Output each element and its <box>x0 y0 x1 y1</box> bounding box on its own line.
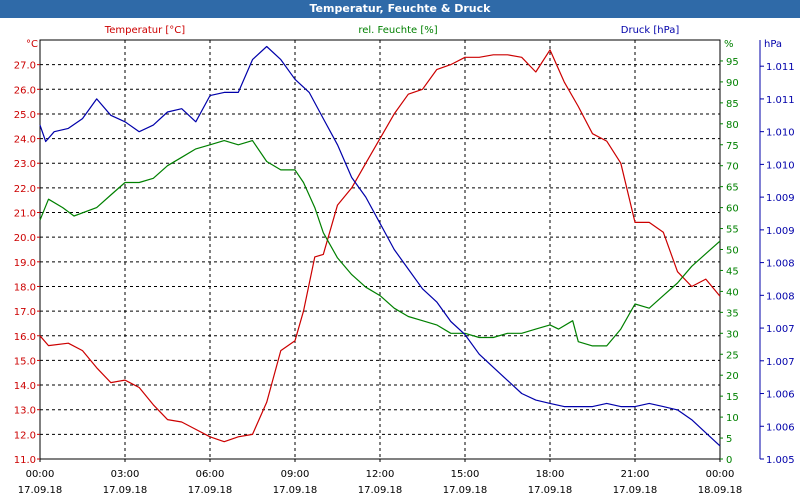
y-tick-label-temperature: 17.0 <box>14 307 36 318</box>
y-tick-label-temperature: 12.0 <box>14 430 36 441</box>
x-tick-date: 17.09.18 <box>443 485 488 496</box>
y-tick-label-temperature: 25.0 <box>14 110 36 121</box>
y-tick-label-pressure: 1.007 <box>766 357 795 368</box>
y-tick-label-humidity: 75 <box>726 141 739 152</box>
y-tick-label-temperature: 24.0 <box>14 135 36 146</box>
axis-unit-pressure: hPa <box>764 39 782 50</box>
y-tick-label-temperature: 20.0 <box>14 233 36 244</box>
series-layer <box>39 45 721 447</box>
y-tick-label-humidity: 35 <box>726 308 739 319</box>
y-tick-label-humidity: 95 <box>726 57 739 68</box>
y-tick-label-temperature: 14.0 <box>14 381 36 392</box>
y-tick-label-temperature: 15.0 <box>14 356 36 367</box>
x-tick-time: 21:00 <box>621 469 650 480</box>
x-tick-date: 17.09.18 <box>273 485 318 496</box>
y-tick-label-temperature: 22.0 <box>14 184 36 195</box>
y-tick-label-temperature: 11.0 <box>14 455 36 466</box>
x-tick-date: 18.09.18 <box>698 485 743 496</box>
y-tick-label-humidity: 60 <box>726 204 739 215</box>
y-tick-label-humidity: 50 <box>726 246 739 257</box>
y-tick-label-humidity: 0 <box>726 455 732 466</box>
y-tick-label-humidity: 15 <box>726 392 739 403</box>
y-tick-label-temperature: 26.0 <box>14 85 36 96</box>
legend-humidity: rel. Feuchte [%] <box>358 25 437 36</box>
legend-temperature: Temperatur [°C] <box>104 25 185 36</box>
y-tick-label-humidity: 45 <box>726 266 739 277</box>
pressure-line <box>39 45 721 447</box>
y-tick-label-humidity: 55 <box>726 225 739 236</box>
y-tick-label-humidity: 70 <box>726 162 739 173</box>
y-tick-label-pressure: 1.011 <box>766 62 795 73</box>
x-tick-date: 17.09.18 <box>188 485 233 496</box>
x-tick-time: 00:00 <box>26 469 55 480</box>
y-tick-label-pressure: 1.006 <box>766 422 795 433</box>
y-tick-label-temperature: 23.0 <box>14 159 36 170</box>
x-tick-date: 17.09.18 <box>613 485 658 496</box>
x-tick-time: 12:00 <box>366 469 395 480</box>
x-tick-time: 00:00 <box>706 469 735 480</box>
y-tick-label-humidity: 40 <box>726 287 739 298</box>
temperature-line <box>39 49 721 443</box>
window-title: Temperatur, Feuchte & Druck <box>0 0 800 18</box>
y-tick-label-pressure: 1.005 <box>766 455 795 466</box>
x-tick-date: 17.09.18 <box>358 485 403 496</box>
y-tick-label-pressure: 1.008 <box>766 291 795 302</box>
x-tick-time: 09:00 <box>281 469 310 480</box>
y-tick-label-temperature: 21.0 <box>14 209 36 220</box>
y-tick-label-temperature: 18.0 <box>14 282 36 293</box>
y-tick-label-humidity: 5 <box>726 434 732 445</box>
y-tick-label-humidity: 30 <box>726 329 739 340</box>
y-tick-label-humidity: 85 <box>726 99 739 110</box>
y-tick-label-temperature: 27.0 <box>14 61 36 72</box>
y-tick-label-pressure: 1.006 <box>766 390 795 401</box>
y-tick-label-pressure: 1.010 <box>766 128 795 139</box>
y-tick-label-temperature: 19.0 <box>14 258 36 269</box>
y-tick-label-humidity: 25 <box>726 350 739 361</box>
y-tick-label-humidity: 20 <box>726 371 739 382</box>
x-tick-time: 06:00 <box>196 469 225 480</box>
y-tick-label-humidity: 90 <box>726 78 739 89</box>
y-tick-label-pressure: 1.009 <box>766 226 795 237</box>
x-tick-date: 17.09.18 <box>528 485 573 496</box>
y-tick-label-temperature: 16.0 <box>14 332 36 343</box>
grid <box>40 40 720 459</box>
legend-pressure: Druck [hPa] <box>621 25 680 36</box>
y-tick-label-humidity: 10 <box>726 413 739 424</box>
x-tick-time: 15:00 <box>451 469 480 480</box>
axis-unit-humidity: % <box>724 39 734 50</box>
axis-layer: 00:00 17.09.18 03:00 17.09.18 06:00 17.09.18 0… <box>14 40 795 496</box>
y-tick-label-humidity: 65 <box>726 183 739 194</box>
humidity-line <box>39 140 721 347</box>
x-tick-time: 03:00 <box>111 469 140 480</box>
x-tick-date: 17.09.18 <box>18 485 63 496</box>
y-tick-label-pressure: 1.011 <box>766 95 795 106</box>
x-tick-time: 18:00 <box>536 469 565 480</box>
y-tick-label-pressure: 1.008 <box>766 259 795 270</box>
axis-unit-temperature: °C <box>26 39 38 50</box>
y-tick-label-pressure: 1.009 <box>766 193 795 204</box>
x-tick-date: 17.09.18 <box>103 485 148 496</box>
y-tick-label-pressure: 1.007 <box>766 324 795 335</box>
y-tick-label-temperature: 13.0 <box>14 406 36 417</box>
y-tick-label-pressure: 1.010 <box>766 160 795 171</box>
y-tick-label-humidity: 80 <box>726 120 739 131</box>
